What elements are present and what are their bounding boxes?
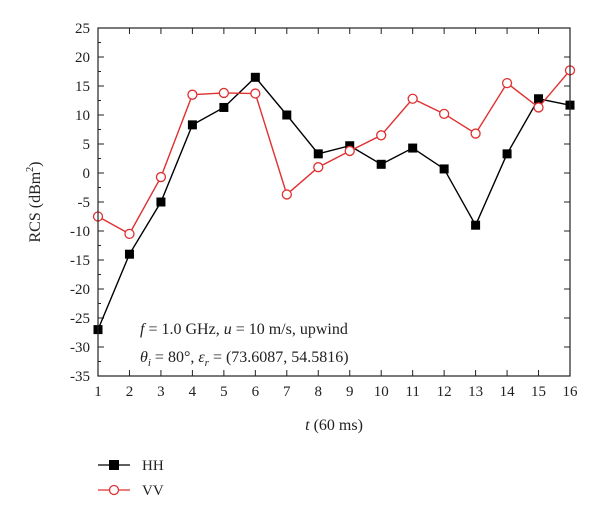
x-tick-label: 10 [374,384,389,400]
x-axis: 1 2 3 4 5 6 7 8 9 10 11 12 13 14 15 16 [94,28,578,400]
point-vv [218,87,230,99]
annotation-line-2: θi = 80°, εr = (73.6087, 54.5816) [140,349,349,369]
x-axis-title: t (60 ms) [305,417,363,434]
legend-marker-hh [109,460,119,470]
point-hh [439,164,449,174]
point-vv [438,108,450,119]
point-hh [282,110,292,120]
x-tick-label: 8 [315,384,323,400]
y-tick-label: 5 [83,137,91,153]
y-tick-label: -10 [70,224,90,240]
point-hh [345,141,355,151]
y-tick-label: 25 [75,21,90,37]
x-tick-label: 4 [189,384,197,400]
point-hh [219,102,229,112]
point-hh [124,249,134,259]
x-tick-label: 3 [157,384,165,400]
y-axis-title: RCS (dBm2) [25,161,44,242]
x-tick-label: 11 [405,384,419,400]
y-tick-label: 10 [75,108,90,124]
y-tick-label: 20 [75,50,90,66]
point-hh [534,94,544,104]
x-tick-label: 7 [283,384,291,400]
legend-label-vv: VV [142,483,164,499]
point-hh [156,197,166,207]
legend-item-vv: VV [98,483,164,499]
y-tick-label: -25 [70,311,90,327]
x-tick-label: 9 [346,384,354,400]
y-tick-label: -15 [70,253,90,269]
legend-marker-vv [108,484,120,496]
point-vv [281,189,292,200]
y-tick-label: 0 [83,166,91,182]
point-hh [408,143,418,153]
point-vv [533,102,544,113]
series-hh [93,72,575,335]
y-axis: 25 20 15 10 5 0 -5 -10 -15 -20 -25 -30 -35 [70,21,570,385]
series-layer [92,65,576,335]
point-vv [155,171,167,183]
annotation-line-1: f = 1.0 GHz, u = 10 m/s, upwind [140,321,348,338]
point-vv [250,88,261,99]
point-vv [124,228,135,240]
point-vv [344,145,355,157]
series-vv [92,65,576,240]
point-hh [471,220,481,230]
y-tick-label: -35 [70,369,90,385]
y-tick-label: -20 [70,282,90,298]
series-line-vv [97,69,571,235]
point-vv [313,162,324,173]
x-tick-label: 6 [252,384,260,400]
point-vv [407,93,418,104]
y-tick-label: 15 [75,79,90,95]
legend: HH VV [98,458,164,499]
x-tick-label: 14 [500,384,516,400]
x-tick-label: 16 [563,384,579,400]
x-tick-label: 12 [437,384,452,400]
point-hh [313,149,323,159]
x-tick-label: 15 [531,384,546,400]
point-vv [501,77,513,89]
point-vv [187,89,198,100]
point-hh [502,149,512,159]
point-vv [376,130,387,141]
legend-label-hh: HH [142,458,164,474]
x-tick-label: 1 [94,384,102,400]
point-vv [470,128,481,139]
y-tick-label: -30 [70,340,90,356]
x-tick-label: 5 [220,384,228,400]
y-tick-label: -5 [78,195,91,211]
point-hh [250,72,260,82]
legend-item-hh: HH [98,458,164,474]
point-hh [376,159,386,169]
point-hh [187,120,197,130]
series-line-hh [97,76,571,330]
plot-frame [97,27,571,377]
x-tick-label: 13 [468,384,483,400]
x-tick-label: 2 [126,384,134,400]
